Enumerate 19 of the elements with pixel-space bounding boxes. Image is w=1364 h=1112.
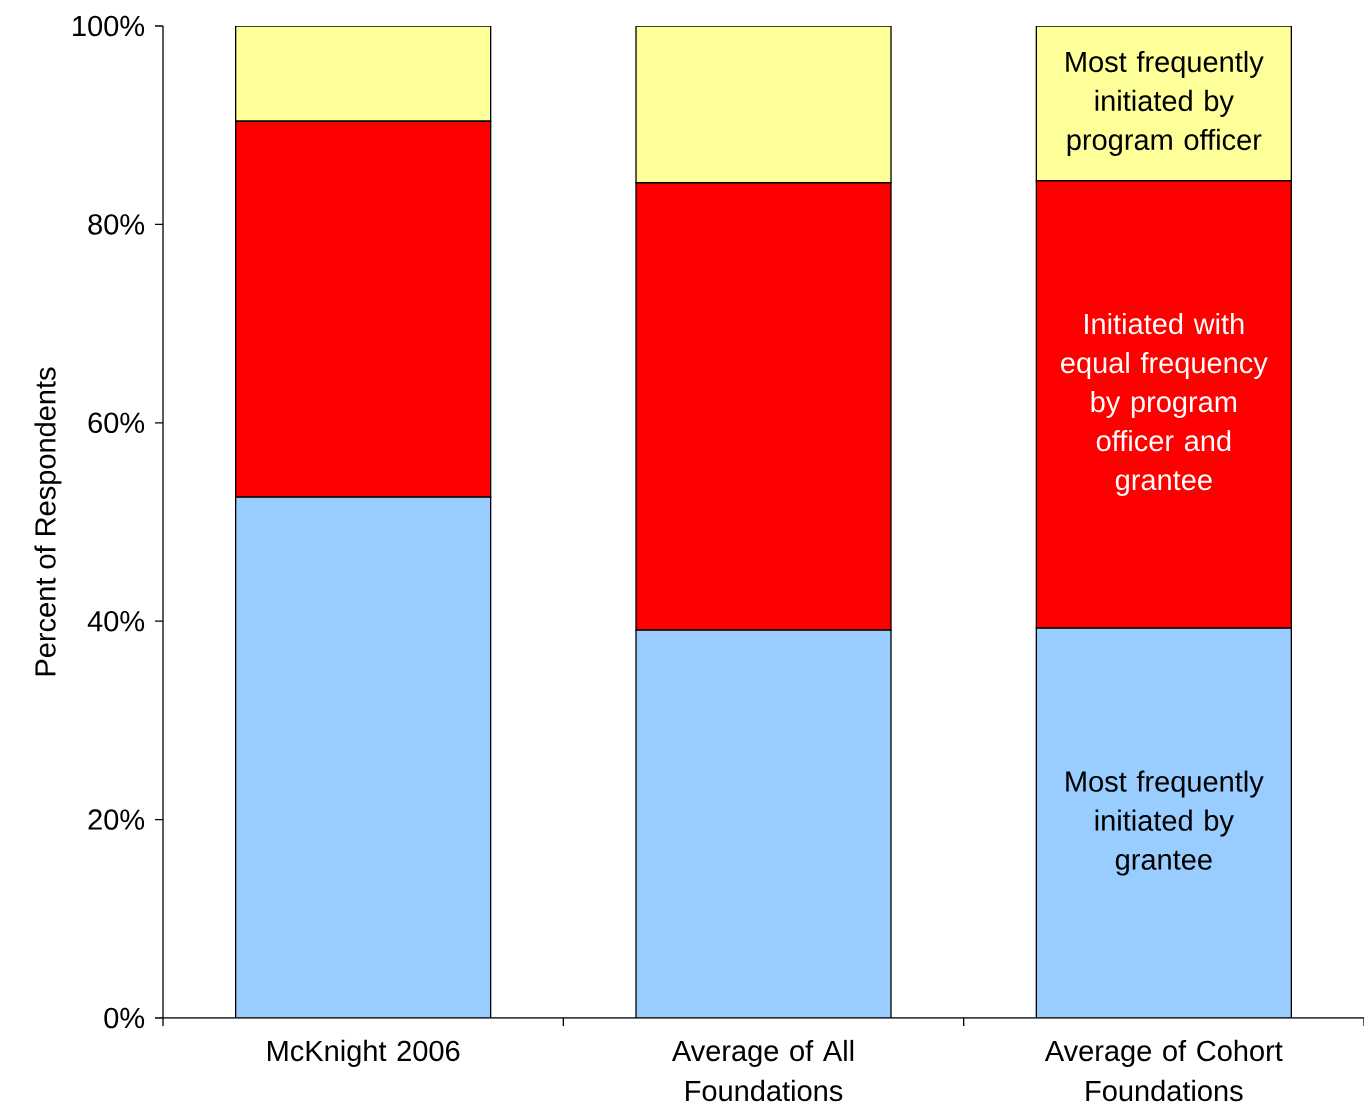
bar [235, 497, 491, 1018]
x-tick-label: Average of Cohort Foundations [1044, 1039, 1283, 1102]
bar [235, 25, 492, 122]
x-tick-label: McKnight 2006 [268, 1039, 460, 1067]
series-label: Most frequently initiated by grantee [1066, 770, 1264, 876]
bar [636, 630, 892, 1018]
bar [1035, 25, 1292, 182]
y-tick-label: 80% [88, 214, 145, 235]
bar [1035, 627, 1292, 1018]
series-label: Initiated with equal frequency by program officer and grantee [1061, 312, 1268, 496]
y-tick-label: 60% [88, 412, 145, 434]
series-label: Most frequently initiated by program officer [1066, 50, 1264, 156]
y-tick-label: 0% [104, 1007, 145, 1029]
y-tick-label: 20% [88, 809, 145, 830]
y-tick-label: 40% [87, 610, 145, 632]
y-axis-title: Percent of Respondents [34, 367, 62, 676]
bar [635, 25, 892, 184]
x-tick-label: Average of All Foundations [671, 1039, 854, 1102]
y-tick-label: 100% [73, 15, 145, 37]
